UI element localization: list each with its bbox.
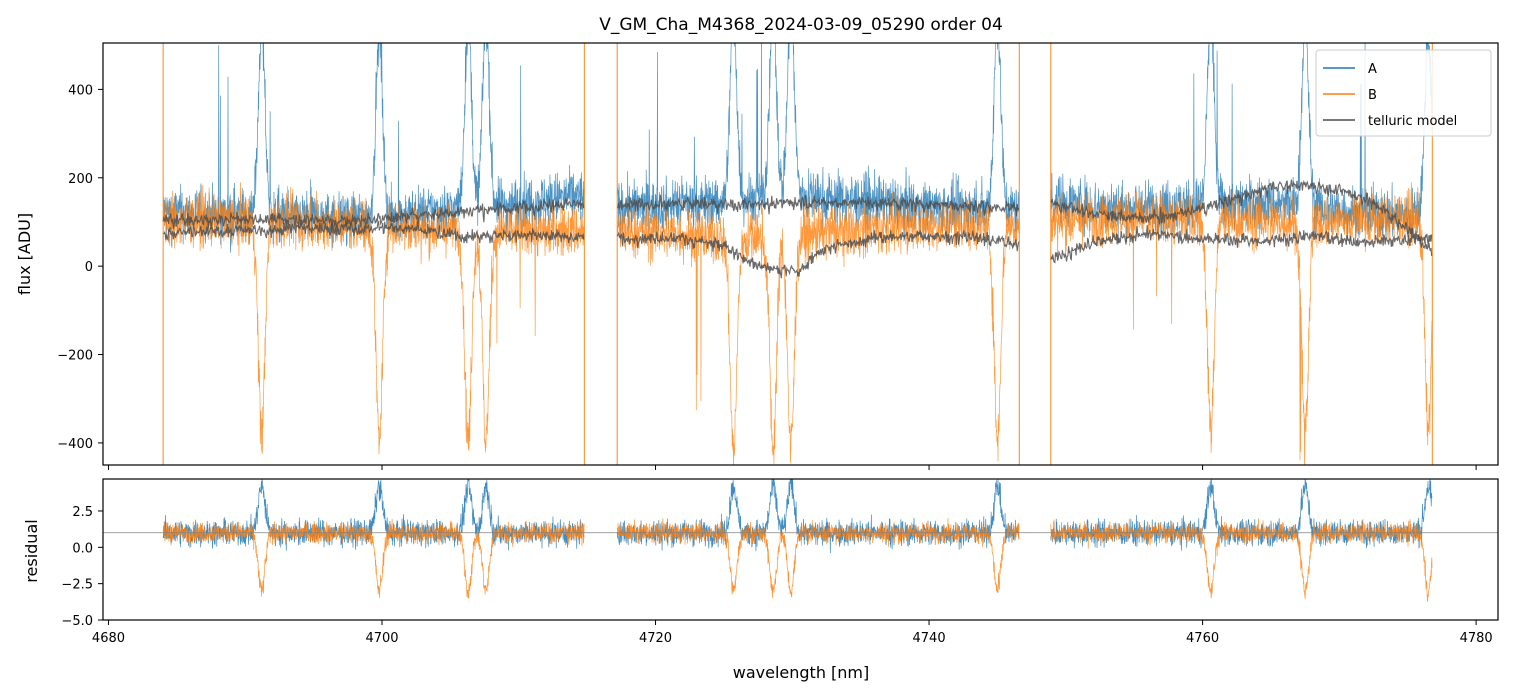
telluric-model-line <box>616 230 1020 279</box>
residual-series-b-line <box>162 517 1433 602</box>
residual-x-tick-label: 4760 <box>1186 631 1219 646</box>
telluric-model-line <box>162 196 585 230</box>
residual-x-tick-label: 4740 <box>913 631 946 646</box>
spectrum-y-tick-label: −200 <box>57 349 93 364</box>
chart-title: V_GM_Cha_M4368_2024-03-09_05290 order 04 <box>599 15 1003 35</box>
residual-y-tick-label: 0.0 <box>72 541 93 556</box>
spectrum-plot-area <box>162 43 1433 465</box>
residual-x-tick-label: 4780 <box>1460 631 1493 646</box>
legend-box <box>1315 49 1492 137</box>
legend-label: A <box>1368 62 1377 77</box>
residual-axes-frame <box>102 478 1499 621</box>
residual-y-tick-label: −5.0 <box>61 614 93 629</box>
residual-y-axis: −5.0 −2.5 0.0 2.5 <box>61 505 103 629</box>
spectrum-y-axis-label: flux [ADU] <box>15 213 34 295</box>
residual-y-tick-label: −2.5 <box>61 578 93 593</box>
telluric-model-line <box>1050 179 1433 256</box>
telluric-model-line <box>1050 224 1433 264</box>
spectrum-y-tick-label: 400 <box>68 83 93 98</box>
spectrum-x-axis <box>107 465 1477 470</box>
spectrum-axes-frame <box>102 42 1499 466</box>
residual-y-tick-label: 2.5 <box>72 505 93 520</box>
spectrum-y-tick-label: 200 <box>68 172 93 187</box>
telluric-model-line <box>616 194 1020 217</box>
residual-x-axis: 4680 4700 4720 4740 4760 4780 <box>92 620 1493 646</box>
x-axis-label: wavelength [nm] <box>733 663 870 682</box>
spectrum-y-axis: −400 −200 0 200 400 <box>57 83 103 452</box>
residual-x-tick-label: 4680 <box>92 631 125 646</box>
spectrum-y-tick-label: 0 <box>85 260 93 275</box>
legend-label: B <box>1368 88 1377 103</box>
residual-y-axis-label: residual <box>22 519 41 582</box>
residual-panel: −5.0−2.50.02.5 4680 4700 4720 4740 4760 4780 … <box>22 478 1499 682</box>
spectrum-y-tick-label: −400 <box>57 437 93 452</box>
residual-x-tick-label: 4720 <box>639 631 672 646</box>
telluric-model-line <box>163 220 585 244</box>
residual-plot-area <box>103 479 1498 602</box>
legend-label: telluric model <box>1368 114 1457 129</box>
residual-x-tick-label: 4700 <box>365 631 398 646</box>
